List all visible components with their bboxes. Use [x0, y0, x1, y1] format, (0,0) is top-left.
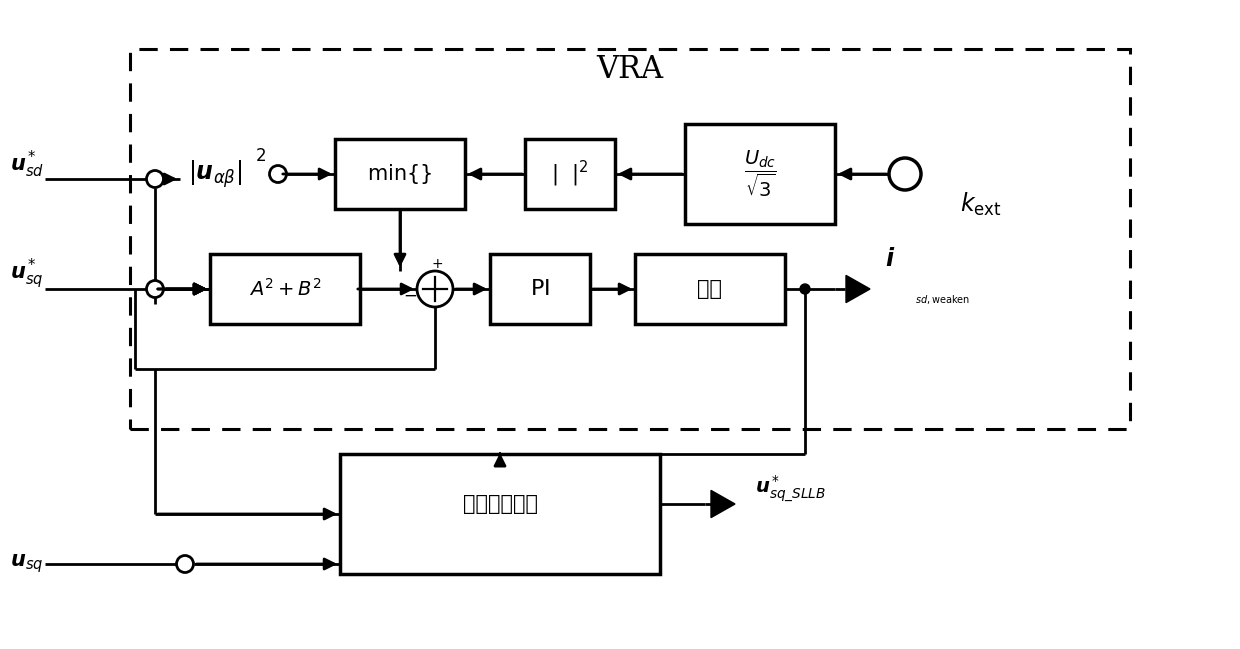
Bar [490, 254, 590, 324]
Text: 限幅: 限幅 [697, 279, 723, 299]
Text: $+$: $+$ [432, 257, 443, 271]
Text: $\boldsymbol{i}$: $\boldsymbol{i}$ [885, 248, 895, 271]
Text: $\boldsymbol{u}_{sq}$: $\boldsymbol{u}_{sq}$ [10, 552, 43, 576]
Text: $A^2+B^2$: $A^2+B^2$ [248, 278, 321, 300]
Text: $|\ \ |^2$: $|\ \ |^2$ [551, 159, 589, 189]
Text: 自锁限幅模块: 自锁限幅模块 [463, 494, 537, 514]
Circle shape [417, 271, 453, 307]
Text: $\boldsymbol{u}^*_{sq}$: $\boldsymbol{u}^*_{sq}$ [10, 257, 43, 291]
Text: $\mathrm{min\{\}}$: $\mathrm{min\{\}}$ [367, 162, 433, 186]
Text: $2$: $2$ [255, 147, 267, 164]
Circle shape [176, 556, 193, 572]
Polygon shape [711, 491, 735, 518]
Circle shape [146, 171, 164, 188]
Bar [130, 49, 1130, 429]
Polygon shape [846, 275, 870, 302]
Text: $\boldsymbol{u}^*_{sd}$: $\boldsymbol{u}^*_{sd}$ [10, 149, 45, 180]
Text: $k_{\mathrm{ext}}$: $k_{\mathrm{ext}}$ [960, 190, 1002, 217]
Text: $|\boldsymbol{u}_{\alpha\beta}|$: $|\boldsymbol{u}_{\alpha\beta}|$ [188, 158, 242, 190]
Text: VRA: VRA [596, 53, 663, 84]
Text: $\boldsymbol{u}^*_{sq\_SLLB}$: $\boldsymbol{u}^*_{sq\_SLLB}$ [755, 474, 826, 504]
Text: $\mathrm{PI}$: $\mathrm{PI}$ [531, 278, 549, 300]
Bar [684, 124, 835, 224]
Circle shape [269, 165, 286, 182]
Bar [335, 139, 465, 209]
Circle shape [889, 158, 921, 190]
Circle shape [800, 284, 810, 294]
Bar [210, 254, 360, 324]
Bar [635, 254, 785, 324]
Text: $-$: $-$ [403, 286, 417, 304]
Text: $\dfrac{U_{dc}}{\sqrt{3}}$: $\dfrac{U_{dc}}{\sqrt{3}}$ [744, 149, 776, 199]
Text: $_{sd,\mathrm{weaken}}$: $_{sd,\mathrm{weaken}}$ [915, 292, 970, 306]
Bar [340, 454, 660, 574]
Bar [525, 139, 615, 209]
Circle shape [146, 280, 164, 297]
